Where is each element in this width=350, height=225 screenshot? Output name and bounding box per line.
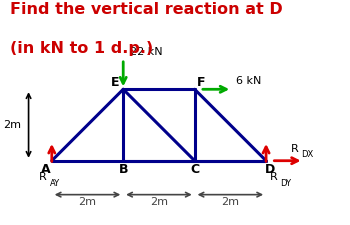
Text: C: C: [190, 163, 199, 176]
Text: 6 kN: 6 kN: [236, 76, 261, 86]
Text: (in kN to 1 d.p.): (in kN to 1 d.p.): [10, 40, 154, 56]
Text: 22 kN: 22 kN: [130, 47, 163, 57]
Text: D: D: [265, 163, 275, 176]
Text: F: F: [197, 76, 205, 89]
Text: E: E: [111, 76, 120, 89]
Text: R: R: [270, 172, 278, 182]
Text: 2m: 2m: [221, 197, 239, 207]
Text: AY: AY: [50, 179, 60, 188]
Text: 2m: 2m: [78, 197, 97, 207]
Text: R: R: [39, 172, 47, 182]
Text: 2m: 2m: [150, 197, 168, 207]
Text: R: R: [291, 144, 299, 154]
Text: A: A: [41, 163, 50, 176]
Text: DX: DX: [301, 150, 313, 159]
Text: 2m: 2m: [4, 120, 21, 130]
Text: DY: DY: [280, 179, 290, 188]
Text: Find the vertical reaction at D: Find the vertical reaction at D: [10, 2, 283, 17]
Text: B: B: [118, 163, 128, 176]
